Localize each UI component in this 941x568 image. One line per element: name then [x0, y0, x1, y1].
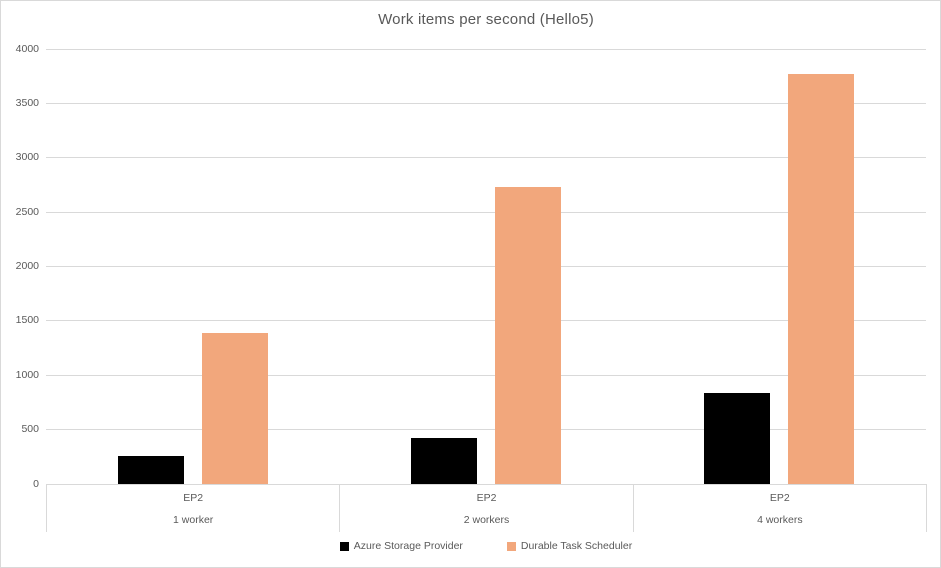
y-axis-tick-label: 2000	[15, 260, 39, 272]
bar-azure-storage-provider	[411, 438, 477, 484]
bar-azure-storage-provider	[704, 392, 771, 484]
y-axis-tick-label: 0	[33, 477, 39, 490]
plot-area	[46, 48, 926, 484]
category-sublabel: 1 worker	[173, 514, 214, 526]
bar-durable-task-scheduler	[495, 187, 561, 484]
y-axis-tick-label: 3000	[15, 151, 39, 164]
y-axis-tick-label: 3500	[15, 96, 39, 109]
y-axis-tick-label: 500	[21, 423, 39, 436]
gridline	[46, 320, 926, 322]
bar-azure-storage-provider	[117, 455, 184, 484]
y-axis-tick-label: 2500	[15, 205, 39, 218]
legend-item: Durable Task Scheduler	[506, 540, 633, 552]
category-label: EP2	[769, 492, 790, 504]
chart-title: Work items per second (Hello5)	[378, 11, 594, 28]
y-axis-tick-label: 4000	[15, 42, 39, 55]
legend-swatch-icon	[506, 541, 516, 551]
legend-label: Azure Storage Provider	[353, 540, 463, 552]
legend-swatch-icon	[339, 541, 349, 551]
bar-durable-task-scheduler	[201, 332, 268, 484]
gridline	[46, 266, 926, 267]
category-label: EP2	[183, 492, 204, 504]
legend: Azure Storage Provider Durable Task Sched…	[46, 540, 926, 552]
y-axis-tick-label: 1000	[15, 368, 39, 381]
category-group: EP2 4 workers	[634, 485, 927, 532]
category-sublabel: 2 workers	[463, 514, 510, 526]
gridline	[46, 48, 926, 50]
x-axis: EP2 1 worker EP2 2 workers EP2 4 workers	[46, 484, 927, 532]
gridline	[46, 102, 926, 104]
legend-item: Azure Storage Provider	[339, 540, 463, 552]
gridline	[46, 211, 926, 213]
gridline	[46, 429, 926, 431]
category-label: EP2	[476, 492, 497, 504]
y-axis-tick-label: 1500	[15, 314, 39, 327]
gridline	[46, 374, 926, 376]
legend-label: Durable Task Scheduler	[520, 540, 633, 552]
category-sublabel: 4 workers	[757, 514, 803, 526]
gridline	[46, 157, 926, 159]
bar-durable-task-scheduler	[788, 74, 855, 484]
category-group: EP2 2 workers	[340, 485, 634, 532]
category-group: EP2 1 worker	[47, 485, 341, 532]
